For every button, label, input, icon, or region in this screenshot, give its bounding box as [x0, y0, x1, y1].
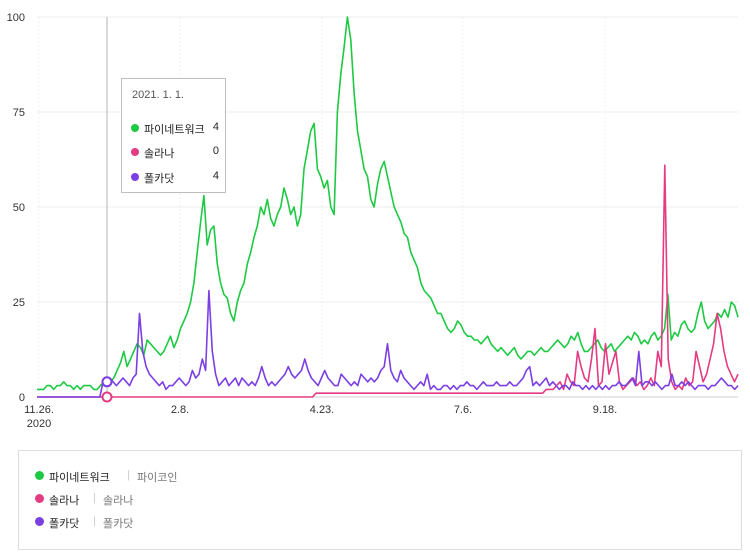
legend-separator: |: [93, 492, 96, 504]
tooltip-series-value: 4: [212, 121, 219, 133]
tooltip-series-value: 0: [212, 145, 219, 157]
legend-sublabel: 파이코인: [137, 472, 178, 484]
chart-legend: 파이네트워크 | 파이코인 솔라나 | 솔라나 폴카닷 | 폴카닷: [18, 450, 742, 550]
tooltip-row-solana: 솔라나 0: [131, 145, 219, 160]
x-axis-ticks: 11.26. 2.8. 4.23. 7.6. 9.18. 2020: [24, 404, 617, 430]
series-line-1: [37, 164, 739, 398]
x-tick-label: 11.26.: [24, 404, 54, 416]
legend-sublabel: 폴카닷: [103, 518, 134, 530]
tooltip-date: 2021. 1. 1.: [132, 89, 184, 101]
tooltip-dot-icon: [131, 124, 139, 132]
legend-dot-icon: [35, 494, 44, 503]
tooltip-dot-icon: [131, 148, 139, 156]
x-tick-label: 2.8.: [171, 404, 189, 416]
hover-markers: [101, 17, 113, 403]
hover-marker-polkadot: [101, 376, 113, 388]
series-line-2: [37, 289, 739, 398]
legend-sublabel: 솔라나: [103, 495, 134, 507]
x-year-label: 2020: [27, 418, 51, 430]
y-tick-label: 100: [7, 12, 25, 24]
legend-separator: |: [93, 515, 96, 527]
x-tick-label: 4.23.: [310, 404, 334, 416]
tooltip-series-name: 솔라나: [144, 148, 175, 160]
trend-chart: 0 25 50 75 100 11.26. 2.8. 4.23. 7.6. 9.18. 2020: [7, 12, 739, 430]
tooltip-dot-icon: [131, 173, 139, 181]
legend-dot-icon: [35, 471, 44, 480]
tooltip-row-pi: 파이네트워크 4: [131, 121, 219, 136]
tooltip-series-value: 4: [212, 170, 219, 182]
y-tick-label: 75: [13, 107, 25, 119]
y-tick-label: 50: [13, 202, 25, 214]
hover-marker-solana: [101, 391, 113, 403]
legend-label: 솔라나: [49, 495, 80, 507]
x-tick-label: 9.18.: [593, 404, 617, 416]
tooltip-series-name: 파이네트워크: [144, 124, 205, 136]
legend-dot-icon: [35, 517, 44, 526]
legend-label: 폴카닷: [49, 518, 80, 530]
hover-tooltip: 2021. 1. 1. 파이네트워크 4 솔라나 0 폴카닷 4: [121, 78, 226, 193]
y-tick-label: 25: [13, 297, 25, 309]
legend-separator: |: [127, 469, 130, 481]
y-axis-ticks: 0 25 50 75 100: [7, 12, 25, 404]
tooltip-series-name: 폴카닷: [144, 173, 175, 185]
y-tick-label: 0: [19, 392, 25, 404]
tooltip-row-polkadot: 폴카닷 4: [131, 170, 219, 185]
series-lines: [37, 16, 739, 398]
x-tick-label: 7.6.: [454, 404, 472, 416]
series-line-0: [37, 16, 739, 391]
legend-label: 파이네트워크: [49, 472, 110, 484]
